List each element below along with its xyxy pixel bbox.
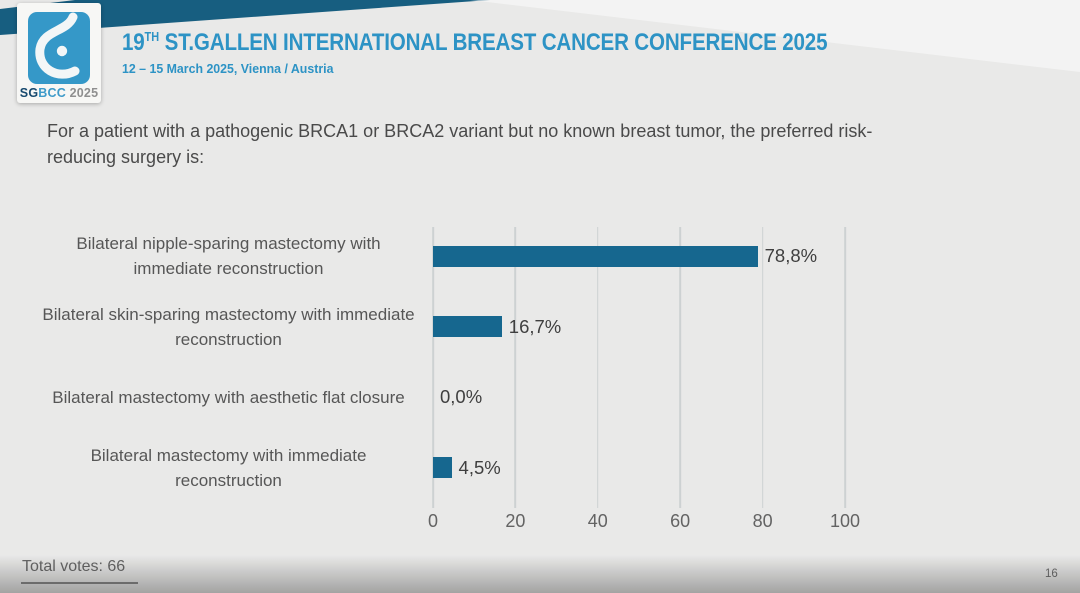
bar (433, 245, 758, 267)
total-votes: Total votes: 66 (22, 558, 126, 575)
value-label: 16,7% (508, 315, 562, 337)
conference-title: 19TH ST.GALLEN INTERNATIONAL BREAST CANC… (122, 29, 828, 57)
title-number: 19 (122, 29, 145, 56)
value-label: 4,5% (458, 456, 501, 478)
title-ordinal: TH (144, 29, 160, 44)
x-tick-label: 20 (505, 511, 526, 531)
chart-row: Bilateral mastectomy with aesthetic flat… (40, 362, 1060, 433)
title-text: ST.GALLEN INTERNATIONAL BREAST CANCER CO… (159, 29, 828, 56)
sgbcc-logo: SGBCC 2025 (17, 3, 101, 103)
chart-rows: Bilateral nipple-sparing mastectomy with… (40, 221, 1060, 503)
bar (433, 457, 452, 479)
x-tick-label: 100 (829, 511, 861, 531)
bottom-gradient-overlay (0, 555, 1080, 593)
chart-row: Bilateral skin-sparing mastectomy with i… (40, 292, 1060, 363)
logo-sg: SG (19, 86, 39, 100)
bar-track: 4,5% (433, 457, 845, 479)
conference-date-location: 12 – 15 March 2025, Vienna / Austria (122, 61, 334, 76)
bar (433, 316, 502, 338)
total-votes-underline (21, 582, 138, 584)
gridline (679, 227, 681, 508)
gridline (761, 227, 764, 508)
logo-bcc: BCC (38, 86, 66, 100)
category-label: Bilateral nipple-sparing mastectomy with… (76, 234, 381, 279)
bar-track: 0,0% (433, 386, 845, 408)
x-tick-label: 80 (752, 511, 773, 531)
gridline (432, 227, 434, 508)
gridline (844, 227, 846, 508)
sgbcc-breast-icon (28, 12, 90, 84)
gridline (514, 227, 517, 508)
category-label: Bilateral mastectomy with immediate reco… (90, 445, 367, 490)
category-label: Bilateral mastectomy with aesthetic flat… (52, 387, 405, 407)
bar-track: 78,8% (433, 245, 845, 267)
value-label: 78,8% (764, 245, 818, 267)
x-axis-tick-labels: 0 20 40 60 80 100 (428, 511, 860, 535)
chart-row: Bilateral mastectomy with immediate reco… (40, 433, 1060, 504)
category-label: Bilateral skin-sparing mastectomy with i… (42, 304, 415, 349)
chart-grid (432, 227, 846, 508)
poll-question: For a patient with a pathogenic BRCA1 or… (47, 121, 873, 167)
x-tick-label: 0 (427, 511, 439, 531)
bar-track: 16,7% (433, 316, 845, 338)
page-number: 16 (1045, 568, 1058, 580)
logo-year: 2025 (65, 86, 99, 100)
x-tick-label: 60 (670, 511, 691, 531)
value-label: 0,0% (440, 386, 483, 408)
gridline (597, 227, 599, 508)
x-tick-label: 40 (587, 511, 608, 531)
chart-row: Bilateral nipple-sparing mastectomy with… (40, 221, 1060, 292)
sgbcc-logo-text: SGBCC 2025 (17, 86, 101, 100)
